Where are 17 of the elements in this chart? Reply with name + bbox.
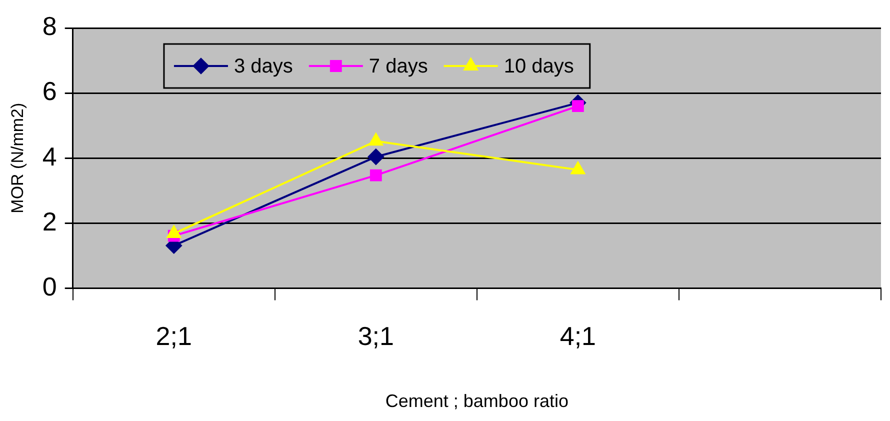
legend-label: 3 days [234, 56, 293, 78]
y-tick-label: 6 [42, 76, 57, 106]
point [572, 100, 584, 112]
x-tick-label: 4;1 [560, 320, 596, 351]
x-tick-label: 3;1 [358, 320, 394, 351]
y-tick-label: 8 [42, 11, 57, 42]
y-tick-label: 2 [42, 206, 57, 236]
point [370, 169, 382, 182]
legend-label: 7 days [368, 56, 428, 78]
x-axis-title: Cement ; bamboo ratio [385, 391, 568, 412]
legend-label: 10 days [504, 56, 574, 78]
x-tick-label: 2;1 [156, 320, 192, 351]
y-tick-label: 0 [42, 271, 57, 302]
y-axis-title: MOR (N/mm2) [8, 102, 27, 214]
y-tick-label: 4 [42, 141, 57, 172]
point [368, 148, 384, 165]
point [166, 226, 181, 238]
